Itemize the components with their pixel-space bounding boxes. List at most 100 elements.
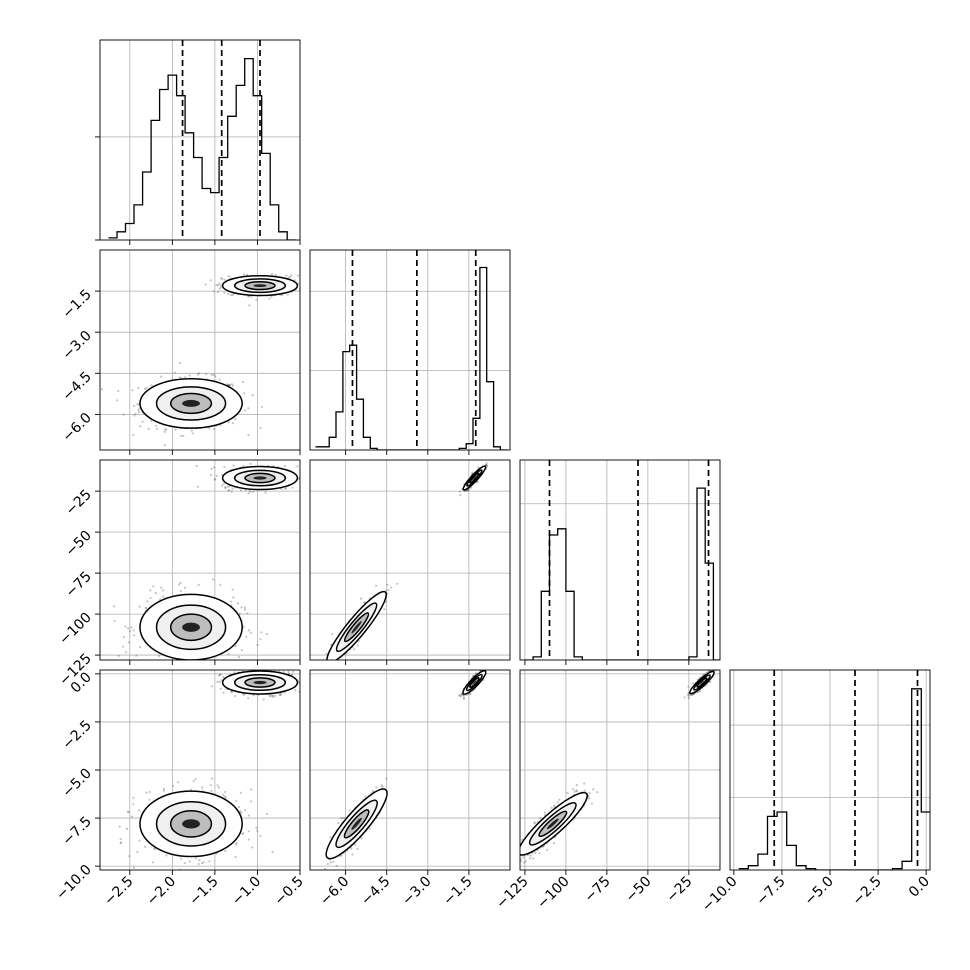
scatter-point [224,850,227,853]
scatter-point [297,681,300,684]
scatter-point [218,680,221,683]
scatter-point [363,601,366,604]
y-tick-label: −7.5 [59,814,94,849]
scatter-point [476,480,479,483]
scatter-point [233,694,237,698]
scatter-point [218,287,221,290]
x-tick-label: −2.5 [101,874,136,909]
scatter-point [252,490,255,493]
scatter-point [337,821,340,825]
scatter-point [301,479,303,481]
y-tick-label: −25 [63,487,95,519]
scatter-point [259,638,262,641]
scatter-point [204,283,207,286]
scatter-point [127,811,130,814]
scatter-point [188,374,191,377]
scatter-point [235,843,238,846]
scatter-point [230,383,233,386]
scatter-point [116,399,119,402]
scatter-point [343,816,346,819]
scatter-point [145,386,148,389]
panel-0-0 [95,39,301,245]
scatter-point [237,656,240,659]
scatter-point [462,697,466,700]
scatter-point [230,691,233,694]
scatter-point [126,627,130,630]
scatter-point [383,608,386,611]
scatter-point [221,484,224,487]
scatter-point [223,465,226,468]
scatter-point [242,273,245,276]
histogram-step-line [524,487,720,660]
scatter-point [368,827,371,830]
scatter-point [381,785,384,788]
scatter-point [220,679,223,682]
scatter-point [249,490,252,493]
scatter-point [210,373,213,376]
y-tick-label: −100 [56,610,95,649]
scatter-point [318,281,320,283]
scatter-point [197,862,200,866]
scatter-point [233,661,235,663]
scatter-point [136,403,139,406]
scatter-point [284,487,287,490]
scatter-point [216,784,219,787]
y-tick-label: −10.0 [53,862,95,904]
scatter-point [234,418,237,421]
scatter-point [182,434,185,437]
scatter-point [482,666,484,668]
scatter-point [329,861,332,864]
x-tick-label: −2.0 [144,874,179,909]
scatter-point [174,428,177,431]
scatter-point [279,694,282,697]
scatter-point [194,665,196,667]
scatter-point [301,476,303,478]
scatter-point [242,380,245,383]
scatter-point [328,662,330,664]
scatter-point [122,645,125,648]
scatter-point [466,489,469,492]
scatter-point [385,600,388,604]
scatter-point [138,605,141,608]
scatter-point [234,645,237,648]
scatter-point [124,625,127,628]
scatter-point [227,292,230,295]
scatter-point [311,483,313,485]
scatter-point [145,791,148,794]
density-peak [351,620,362,634]
scatter-point [219,424,222,427]
scatter-point [223,291,226,294]
panel-2-1 [309,459,511,665]
scatter-point [124,651,127,654]
scatter-point [138,839,141,842]
scatter-point [242,625,245,628]
scatter-point [390,586,393,589]
scatter-point [249,800,253,803]
scatter-point [181,661,183,663]
scatter-point [198,859,201,862]
scatter-point [247,492,250,495]
scatter-point [195,464,198,468]
scatter-point [210,789,213,792]
scatter-point [247,433,250,437]
scatter-point [201,786,204,789]
scatter-point [304,284,306,286]
scatter-point [385,777,388,780]
scatter-point [325,652,328,655]
scatter-point [113,619,116,622]
panel-1-0: −6.0−4.5−3.0−1.5 [59,249,320,455]
scatter-point [233,671,236,674]
scatter-point [224,796,227,799]
scatter-point [251,394,254,397]
scatter-point [247,830,250,833]
scatter-point [264,491,267,494]
scatter-point [144,387,147,390]
scatter-point [133,414,136,417]
scatter-point [339,855,342,858]
scatter-point [132,404,136,408]
scatter-point [271,850,274,854]
scatter-point [297,681,300,684]
scatter-point [248,489,251,492]
scatter-point [218,282,221,285]
scatter-point [326,862,329,865]
